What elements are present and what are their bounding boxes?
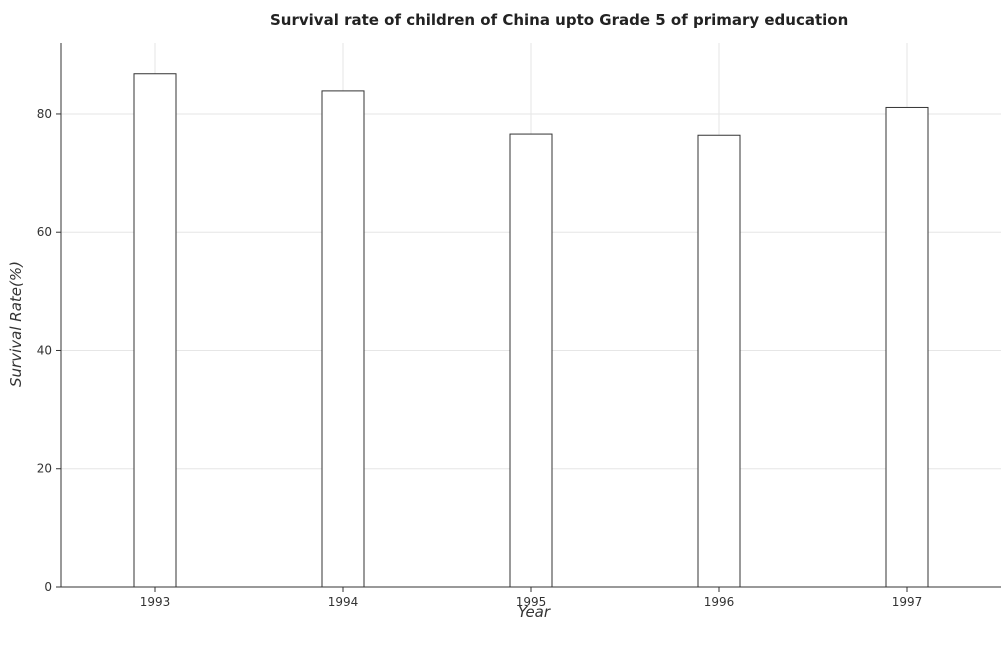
x-tick-label: 1995	[516, 595, 547, 609]
bars	[133, 73, 929, 588]
axes	[56, 43, 1001, 592]
tick-labels: 0 20 40 60 80 1993 1994 1995 1996 1997	[37, 107, 923, 609]
y-tick-label: 60	[37, 225, 52, 239]
x-axis-label: Year	[518, 603, 551, 621]
y-tick-label: 80	[37, 107, 52, 121]
x-tick-label: 1996	[704, 595, 735, 609]
y-axis-label: Survival Rate(%)	[7, 261, 25, 387]
y-tick-label: 0	[44, 580, 52, 594]
x-tick-label: 1997	[892, 595, 923, 609]
bar-1996	[697, 134, 741, 588]
bar-1997	[885, 106, 929, 588]
bar-1993	[133, 73, 177, 588]
bar-1995	[509, 133, 553, 588]
x-tick-label: 1993	[140, 595, 171, 609]
chart-title: Survival rate of children of China upto …	[270, 11, 848, 29]
y-tick-label: 40	[37, 343, 52, 357]
bar-1994	[321, 90, 365, 588]
x-tick-label: 1994	[328, 595, 359, 609]
y-tick-label: 20	[37, 462, 52, 476]
